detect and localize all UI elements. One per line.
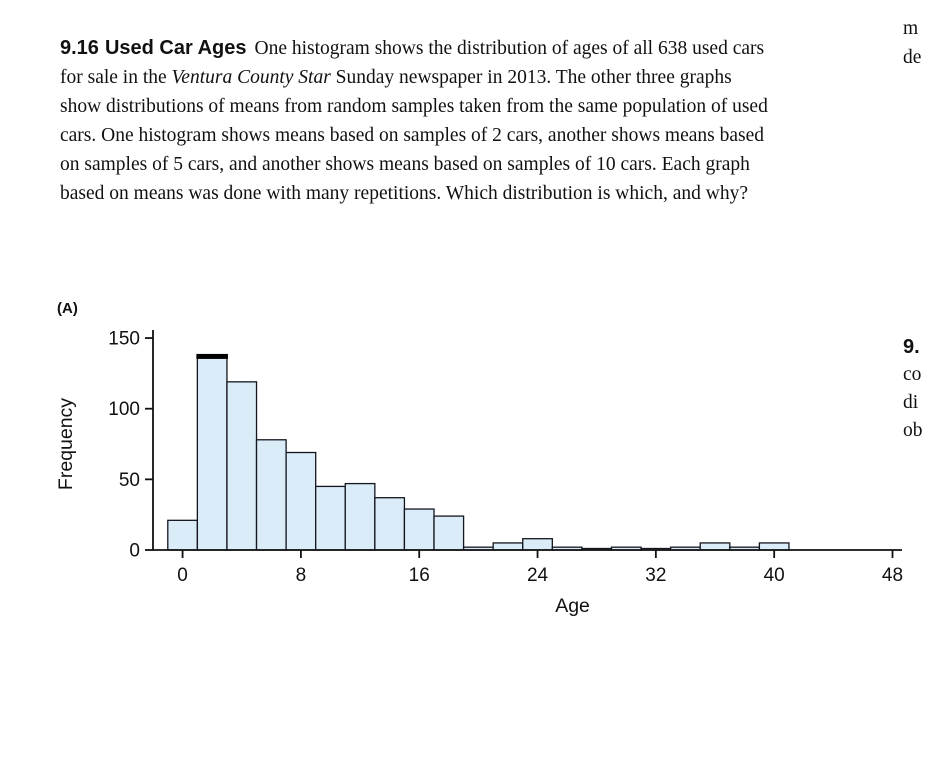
clipped-column-text: di: [903, 392, 919, 413]
histogram-bar: [196, 355, 228, 551]
problem-statement: 9.16 Used Car Ages One histogram shows the…: [60, 34, 772, 208]
clipped-column-text: co: [903, 364, 922, 385]
histogram-bar: [255, 439, 287, 551]
problem-text-1: One histogram shows the distribution of …: [60, 37, 765, 88]
x-tick-label: 48: [882, 565, 903, 586]
problem-text-2: Sunday newspaper in 2013. The other thre…: [60, 66, 768, 204]
histogram-bar: [344, 482, 376, 551]
y-tick-label: 150: [108, 329, 140, 350]
x-tick-label: 40: [764, 565, 785, 586]
x-tick-label: 0: [177, 565, 188, 586]
clipped-column-text: de: [903, 47, 922, 68]
figure-label: (A): [57, 300, 78, 317]
histogram-bar: [403, 508, 435, 551]
y-tick-label: 0: [129, 541, 140, 562]
histogram-bar: [374, 497, 406, 551]
clipped-problem-number: 9.: [903, 336, 920, 358]
y-tick-label: 100: [108, 399, 140, 420]
histogram-bar: [315, 485, 346, 551]
histogram-bar: [285, 451, 317, 551]
histogram-bar: [167, 519, 199, 551]
clipped-column-text: ob: [903, 420, 923, 441]
histogram-bar: [433, 515, 465, 551]
x-axis-label: Age: [555, 595, 590, 617]
histogram-bar: [226, 381, 258, 551]
problem-title: Used Car Ages: [104, 36, 247, 59]
histogram-bar: [758, 542, 790, 551]
histogram-bar: [492, 542, 524, 551]
newspaper-name: Ventura County Star: [171, 66, 331, 88]
x-tick-label: 32: [645, 565, 666, 586]
y-tick-label: 50: [119, 470, 140, 491]
problem-number: 9.16: [60, 36, 99, 59]
x-tick-label: 24: [527, 565, 549, 586]
emphasized-bar-cap: [196, 353, 228, 359]
x-tick-label: 8: [296, 565, 307, 586]
histogram-bar: [522, 538, 553, 551]
y-axis-label: Frequency: [55, 398, 77, 490]
used-car-age-histogram: 0 50 100 150 0 8 16 24 32 40 48 Age Frequency: [55, 329, 903, 617]
histogram-figure: 0 50 100 150 0 8 16 24 32 40 48 Age Frequency: [50, 322, 930, 662]
histogram-bar: [699, 542, 731, 551]
x-tick-label: 16: [409, 565, 430, 586]
clipped-column-text: m: [903, 18, 919, 39]
